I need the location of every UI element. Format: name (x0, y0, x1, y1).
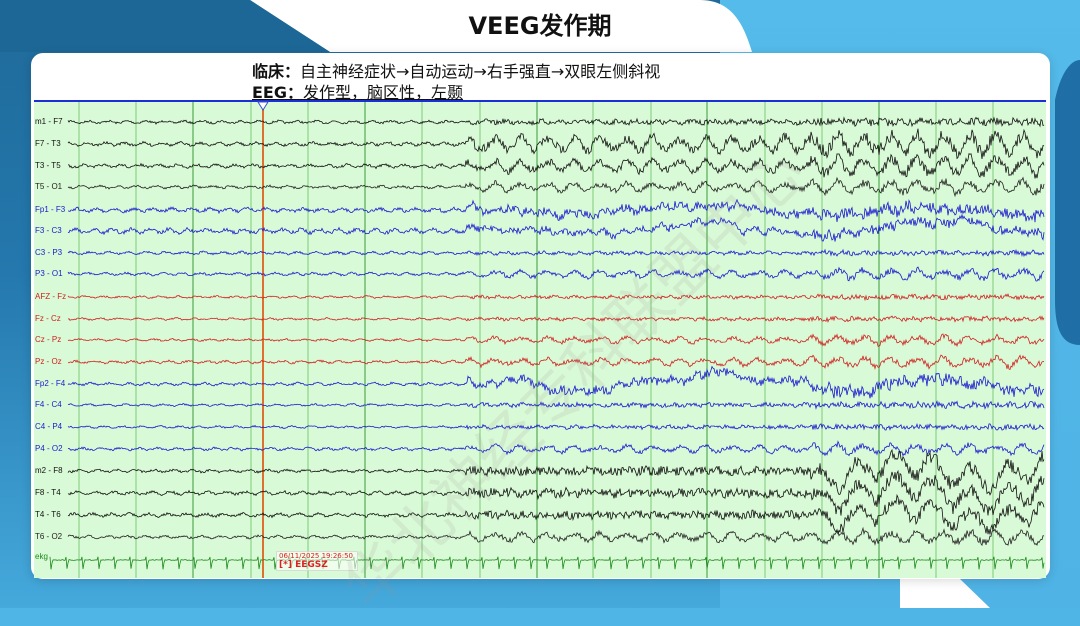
eeg-trace (67, 116, 1045, 128)
eeg-trace (67, 176, 1045, 198)
title-bar: VEEG发作期 (0, 0, 1080, 52)
eeg-trace (67, 526, 1045, 547)
eeg-trace (67, 315, 1045, 323)
channel-label: C4 - P4 (35, 422, 63, 431)
clinical-line: 临床：自主神经症状→自动运动→右手强直→双眼左侧斜视 (252, 61, 660, 82)
ecg-label: ekg (35, 552, 48, 561)
eeg-label: EEG： (252, 83, 303, 102)
slide-title: VEEG发作期 (468, 12, 612, 40)
eeg-traces (49, 101, 1045, 578)
eeg-trace (67, 248, 1045, 258)
channel-label: F4 - C4 (35, 400, 62, 409)
eeg-trace (68, 198, 1045, 223)
eeg-line: EEG：发作型，脑区性，左颞 (252, 82, 660, 103)
eeg-trace (67, 365, 1045, 399)
channel-label: F8 - T4 (35, 488, 61, 497)
channel-label: T3 - T5 (35, 161, 61, 170)
eeg-trace (67, 266, 1045, 282)
eeg-trace (67, 213, 1045, 242)
channel-label: T5 - O1 (35, 182, 63, 191)
ecg-trace (49, 556, 1045, 570)
eeg-trace (67, 448, 1045, 496)
eeg-trace (67, 128, 1045, 160)
eeg-top-border (34, 100, 1046, 102)
channel-label: Fz - Cz (35, 314, 61, 323)
description: 临床：自主神经症状→自动运动→右手强直→双眼左侧斜视 EEG：发作型，脑区性，左… (252, 61, 660, 103)
eeg-text: 发作型，脑区性，左颞 (303, 83, 464, 102)
eeg-trace (67, 422, 1045, 431)
eeg-trace (67, 153, 1045, 179)
channel-label: F3 - C3 (35, 226, 62, 235)
channel-label: Cz - Pz (35, 335, 62, 344)
channel-label: m2 - F8 (35, 466, 63, 475)
seizure-annotation[interactable]: 06/11/2025 19:26:50 [*] EEGSZ (276, 551, 359, 571)
channel-label: Fp2 - F4 (35, 379, 66, 388)
clinical-text: 自主神经症状→自动运动→右手强直→双眼左侧斜视 (300, 62, 661, 81)
eeg-trace (67, 400, 1045, 410)
channel-label: F7 - T3 (35, 139, 61, 148)
channel-label: C3 - P3 (35, 248, 63, 257)
channel-label: m1 - F7 (35, 117, 63, 126)
annotation-timestamp: 06/11/2025 19:26:50 (279, 552, 354, 560)
channel-label: Fp1 - F3 (35, 205, 66, 214)
annotation-code: [*] EEGSZ (279, 560, 328, 570)
eeg-trace (67, 440, 1045, 457)
eeg-trace (67, 354, 1045, 371)
eeg-trace (67, 333, 1045, 348)
marker-handle-icon[interactable] (257, 101, 269, 111)
channel-label: T4 - T6 (35, 510, 61, 519)
eeg-trace (67, 469, 1045, 516)
channel-label: Pz - Oz (35, 357, 62, 366)
clinical-label: 临床： (252, 62, 301, 81)
channel-label: AFZ - Fz (35, 292, 67, 301)
eeg-trace (67, 293, 1045, 302)
channel-label: T6 - O2 (35, 532, 63, 541)
eeg-trace (67, 493, 1045, 535)
background-shapes (0, 0, 1080, 608)
channel-label: P4 - O2 (35, 444, 63, 453)
channel-label: P3 - O1 (35, 269, 63, 278)
